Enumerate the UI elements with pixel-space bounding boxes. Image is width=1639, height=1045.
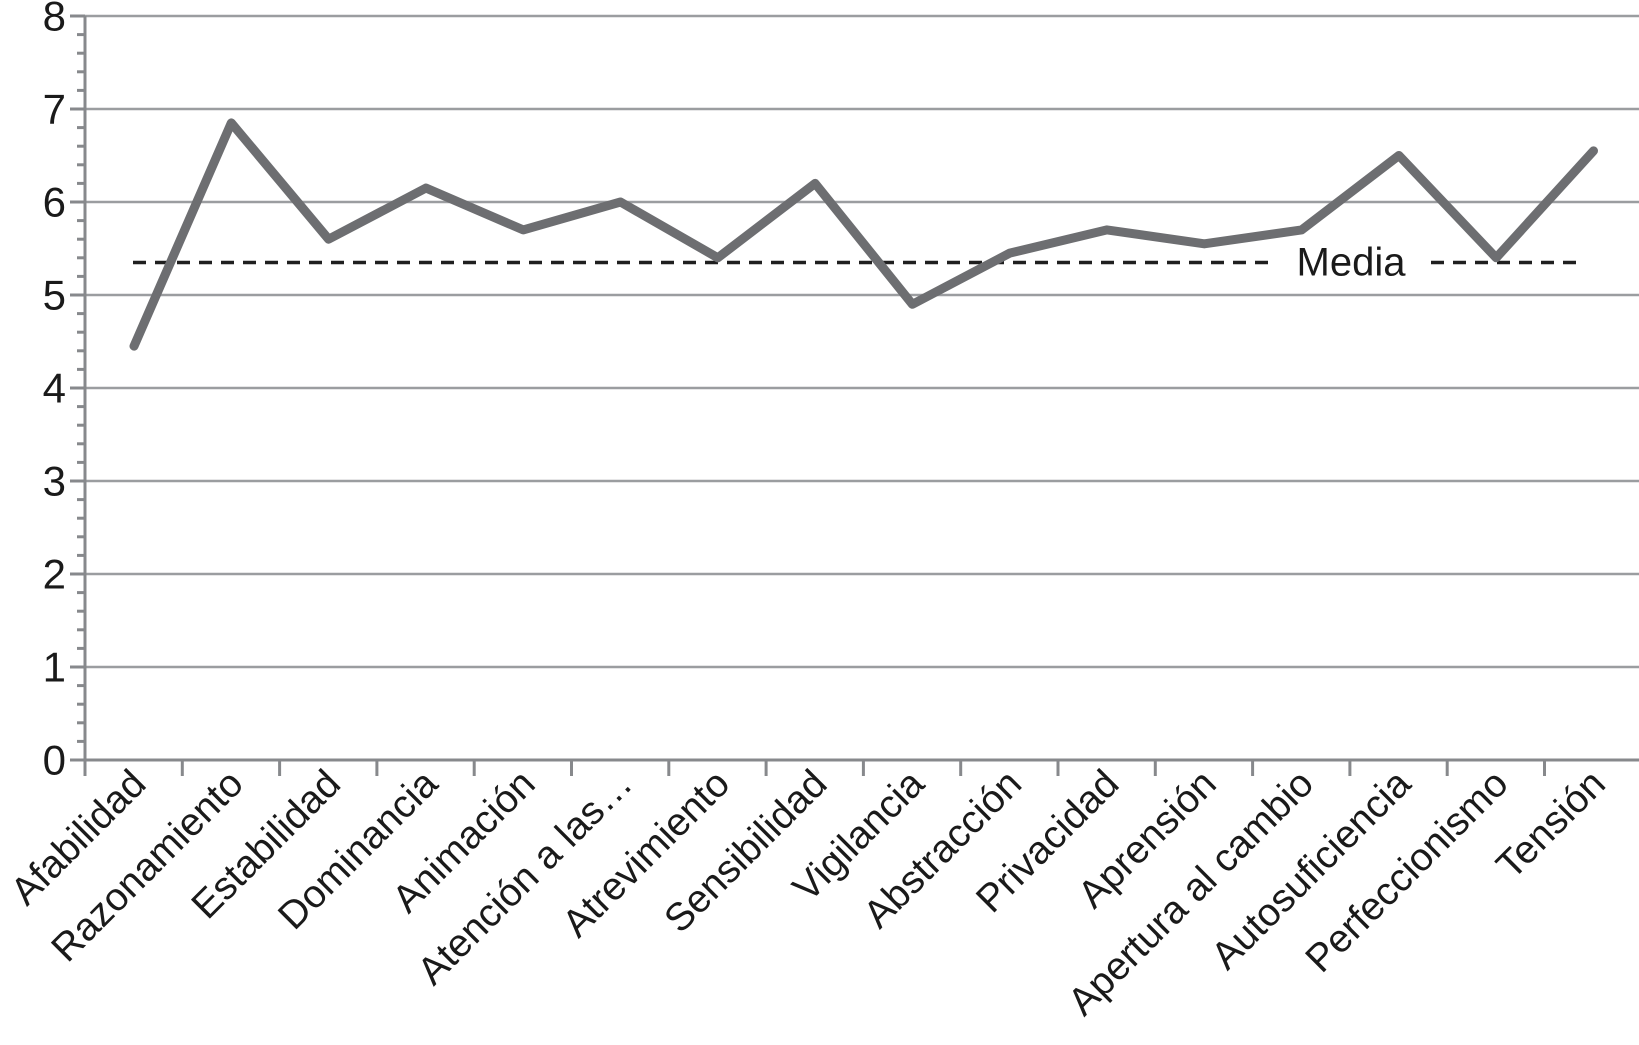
x-axis-labels: AfabilidadRazonamientoEstabilidadDominan… [3, 762, 1614, 1024]
media-reference-line: Media [133, 238, 1585, 287]
y-axis-ticks [70, 14, 85, 762]
y-axis-label: 3 [43, 458, 66, 505]
y-axis-label: 4 [43, 365, 66, 412]
y-gridlines [85, 14, 1639, 669]
x-axis-label: Tensión [1488, 762, 1613, 887]
y-axis-label: 5 [43, 272, 66, 319]
y-axis-label: 2 [43, 551, 66, 598]
y-axis-label: 7 [43, 86, 66, 133]
data-series-line [129, 118, 1598, 351]
axes [70, 16, 1639, 776]
series-polyline [129, 118, 1598, 351]
y-axis-label: 1 [43, 644, 66, 691]
media-label-gap [1277, 238, 1425, 287]
y-axis-label: 0 [43, 737, 66, 784]
y-axis-label: 8 [43, 0, 66, 40]
y-axis-labels: 0 1 2 3 4 5 6 7 8 [43, 0, 66, 784]
media-label: Media [1297, 240, 1407, 284]
y-axis-label: 6 [43, 179, 66, 226]
x-axis-ticks [83, 760, 1546, 776]
